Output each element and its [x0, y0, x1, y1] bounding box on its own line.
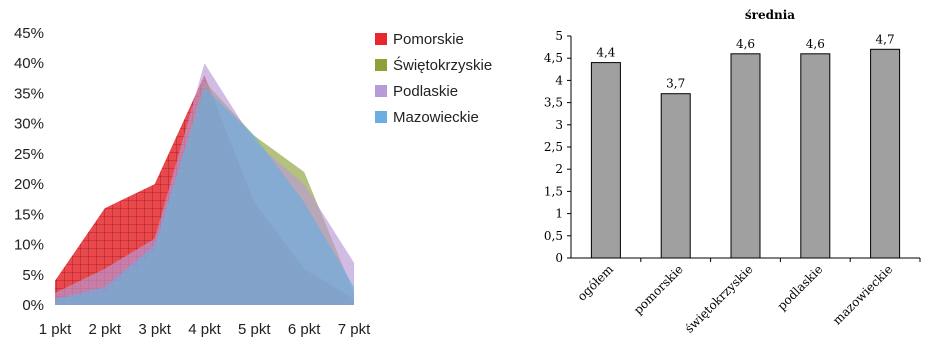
- bar: [870, 48, 901, 259]
- y-tick-label: 45%: [14, 25, 44, 42]
- y-tick-label: 1: [555, 207, 563, 221]
- bar: [800, 53, 831, 259]
- bar-value-label: 4,4: [596, 46, 615, 60]
- bar-value-label: 4,6: [736, 37, 755, 51]
- bar: [730, 53, 761, 259]
- x-tick-label: mazowieckie: [830, 262, 895, 327]
- y-tick-label: 35%: [14, 85, 44, 102]
- legend-label: Podlaskie: [393, 83, 458, 100]
- y-tick-label: 1,5: [544, 184, 563, 198]
- y-tick-label: 40%: [14, 55, 44, 72]
- legend-swatch: [375, 33, 387, 45]
- x-tick-label: 7 pkt: [338, 321, 371, 338]
- x-tick-label: podlaskie: [775, 262, 826, 313]
- y-tick-label: 30%: [14, 116, 44, 133]
- legend-label: Świętokrzyskie: [393, 56, 492, 74]
- x-tick-label: 4 pkt: [188, 321, 221, 338]
- legend-label: Pomorskie: [393, 31, 464, 48]
- y-tick-label: 0: [555, 251, 563, 265]
- x-tick-label: pomorskie: [631, 262, 686, 317]
- legend-label: Mazowieckie: [393, 109, 479, 126]
- x-tick-label: świętokrzyskie: [682, 262, 755, 335]
- y-tick-label: 0,5: [544, 229, 563, 243]
- x-tick-label: 1 pkt: [39, 321, 72, 338]
- x-tick-label: 5 pkt: [238, 321, 271, 338]
- x-tick-label: 3 pkt: [138, 321, 171, 338]
- area-series-3: [55, 87, 354, 306]
- y-tick-label: 2,5: [544, 140, 563, 154]
- bar: [590, 62, 621, 259]
- y-tick-label: 0%: [22, 297, 44, 314]
- y-tick-label: 5: [555, 29, 563, 43]
- bar-value-label: 4,6: [806, 37, 825, 51]
- legend-swatch: [375, 85, 387, 97]
- legend-swatch: [375, 111, 387, 123]
- bar-value-label: 4,7: [876, 32, 895, 46]
- bar-chart-title: średnia: [745, 8, 795, 22]
- y-tick-label: 10%: [14, 237, 44, 254]
- y-tick-label: 25%: [14, 146, 44, 163]
- bar-chart: średnia 0 0,5 1 1,5 2 2,5 3 3,5 4 4,5 5 4,4 3,7 4,6 4…: [544, 8, 921, 336]
- y-tick-label: 3: [555, 118, 563, 132]
- y-tick-label: 3,5: [544, 96, 563, 110]
- area-chart: 0% 5% 10% 15% 20% 25% 30% 35% 40% 45% 1 pkt 2 pkt 3…: [14, 25, 492, 338]
- x-tick-label: 2 pkt: [89, 321, 122, 338]
- y-tick-label: 20%: [14, 176, 44, 193]
- y-tick-label: 4: [555, 73, 563, 87]
- y-tick-label: 5%: [22, 267, 44, 284]
- bar: [660, 93, 691, 259]
- y-tick-label: 4,5: [544, 51, 563, 65]
- legend-swatch: [375, 59, 387, 71]
- y-tick-label: 15%: [14, 206, 44, 223]
- bar-value-label: 3,7: [666, 77, 685, 91]
- y-tick-label: 2: [555, 162, 563, 176]
- x-tick-label: ogółem: [575, 262, 617, 304]
- x-tick-label: 6 pkt: [288, 321, 321, 338]
